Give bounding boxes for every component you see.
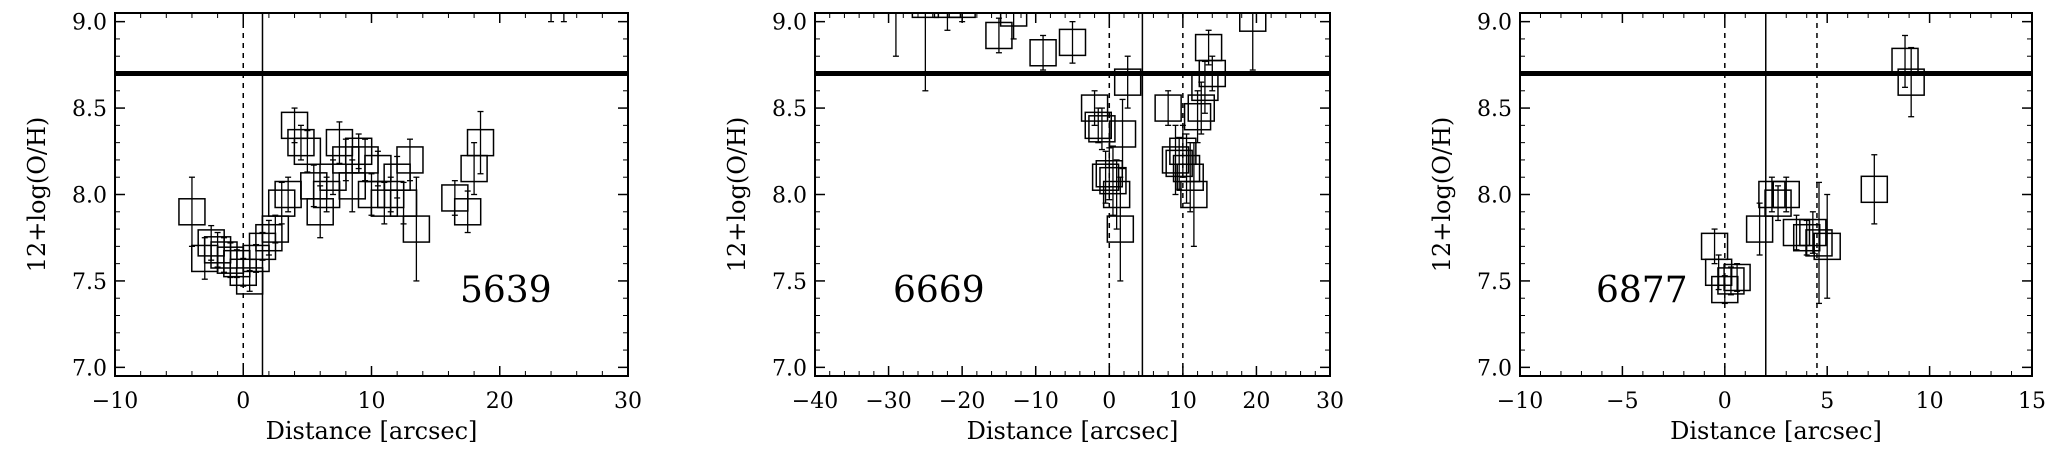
x-tick-label: −5: [1606, 389, 1638, 414]
x-tick-label: −40: [792, 389, 838, 414]
x-tick-label: 10: [358, 389, 386, 414]
panel-6669: −40 −30 −20 −10 0 10 20 30 7.0 7.5 8.0 8.5 9.0 Dista…: [723, 11, 1344, 445]
y-tick-label: 7.0: [772, 356, 807, 381]
data-point-square: [985, 21, 1013, 50]
y-axis-label: 12+log(O/H): [23, 117, 51, 273]
x-tick-label: 0: [236, 389, 250, 414]
data-point-square: [255, 223, 283, 252]
x-tick-label: 30: [1316, 389, 1344, 414]
y-tick-label: 7.0: [72, 356, 107, 381]
data-point-square: [1198, 59, 1227, 88]
panel-6877: −10 −5 0 5 10 15 7.0 7.5 8.0 8.5 9.0 Distance [arc…: [1428, 11, 2046, 445]
panel-5639: −10 0 10 20 30 7.0 7.5 8.0 8.5 9.0 Distance [arcs…: [23, 11, 642, 445]
data-point-square: [1165, 149, 1193, 178]
y-tick-label: 8.0: [1477, 184, 1512, 209]
data-point-square: [1860, 175, 1889, 204]
y-tick-label: 8.5: [772, 97, 807, 122]
data-point-square: [1106, 215, 1135, 243]
x-tick-label: −20: [939, 389, 985, 414]
data-point-square: [344, 137, 373, 166]
data-point-square: [1717, 267, 1745, 295]
data-point-square: [1723, 263, 1751, 292]
x-tick-label: 30: [614, 389, 642, 414]
x-tick-label: 0: [1718, 389, 1732, 414]
data-point-square: [1782, 218, 1811, 247]
data-point-square: [453, 198, 482, 226]
x-tick-label: 10: [1169, 389, 1197, 414]
data-point-square: [1799, 218, 1827, 247]
data-point-square: [1239, 13, 1267, 32]
x-tick-label: −10: [1497, 389, 1543, 414]
y-tick-label: 7.5: [72, 270, 107, 295]
data-point-square: [466, 128, 495, 157]
galaxy-id-label: 6877: [1596, 270, 1688, 311]
data-point-square: [1058, 28, 1087, 57]
y-tick-label: 7.0: [1477, 356, 1512, 381]
data-point-square: [1745, 215, 1774, 243]
data-point-square: [396, 146, 424, 174]
data-point-square: [1805, 229, 1833, 257]
data-point-square: [1191, 73, 1219, 102]
data-point-square: [1180, 180, 1208, 209]
data-point-square: [1176, 163, 1204, 191]
x-tick-label: 20: [1242, 389, 1270, 414]
x-tick-label: −30: [865, 389, 911, 414]
data-point-square: [325, 128, 354, 157]
data-point-square: [1772, 180, 1800, 209]
data-point-square: [1095, 160, 1124, 188]
data-point-square: [402, 215, 431, 243]
data-point-square: [1108, 120, 1137, 148]
x-tick-label: 20: [486, 389, 514, 414]
x-axis-label: Distance [arcsec]: [1670, 417, 1882, 445]
data-point-square: [267, 189, 296, 217]
y-tick-label: 8.5: [1477, 97, 1512, 122]
y-tick-label: 8.0: [72, 184, 107, 209]
data-point-square: [1161, 146, 1190, 174]
data-point-square: [1099, 166, 1127, 195]
data-point-square: [178, 198, 206, 226]
y-tick-label: 7.5: [1477, 270, 1512, 295]
y-tick-label: 9.0: [72, 11, 107, 36]
galaxy-id-label: 6669: [893, 270, 985, 311]
data-point-square: [306, 198, 334, 226]
data-point-square: [999, 13, 1028, 27]
data-point-square: [287, 128, 315, 157]
y-tick-label: 7.5: [772, 270, 807, 295]
y-tick-label: 8.0: [772, 184, 807, 209]
data-point-square: [1080, 94, 1109, 122]
data-point-square: [1758, 180, 1786, 209]
data-point-square: [1102, 180, 1131, 209]
x-tick-label: 10: [1916, 389, 1944, 414]
y-axis-label: 12+log(O/H): [723, 117, 751, 273]
y-axis-label: 12+log(O/H): [1428, 117, 1456, 273]
plot-frame: [1519, 12, 2033, 377]
data-point-square: [1088, 115, 1116, 143]
data-point-square: [1891, 47, 1919, 76]
data-point-square: [1764, 189, 1792, 217]
data-point-square: [911, 13, 940, 19]
data-point-square: [1187, 94, 1215, 122]
data-point-square: [1084, 111, 1112, 140]
data-point-square: [293, 137, 322, 166]
x-tick-label: −10: [1012, 389, 1058, 414]
x-axis-label: Distance [arcsec]: [967, 417, 1179, 445]
data-point-square: [235, 267, 264, 295]
y-tick-label: 9.0: [1477, 11, 1512, 36]
x-axis-label: Distance [arcsec]: [266, 417, 478, 445]
data-point-square: [1183, 102, 1212, 131]
x-tick-label: 0: [1102, 389, 1116, 414]
data-point-square: [1113, 68, 1142, 96]
data-point-square: [1029, 39, 1057, 67]
x-tick-label: −10: [92, 389, 138, 414]
x-tick-label: 15: [2018, 389, 2046, 414]
y-tick-label: 9.0: [772, 11, 807, 36]
data-point-square: [1897, 68, 1925, 96]
data-point-square: [1154, 94, 1182, 122]
data-point-square: [1813, 232, 1841, 261]
x-tick-label: 5: [1820, 389, 1834, 414]
galaxy-id-label: 5639: [460, 270, 552, 311]
y-tick-label: 8.5: [72, 97, 107, 122]
